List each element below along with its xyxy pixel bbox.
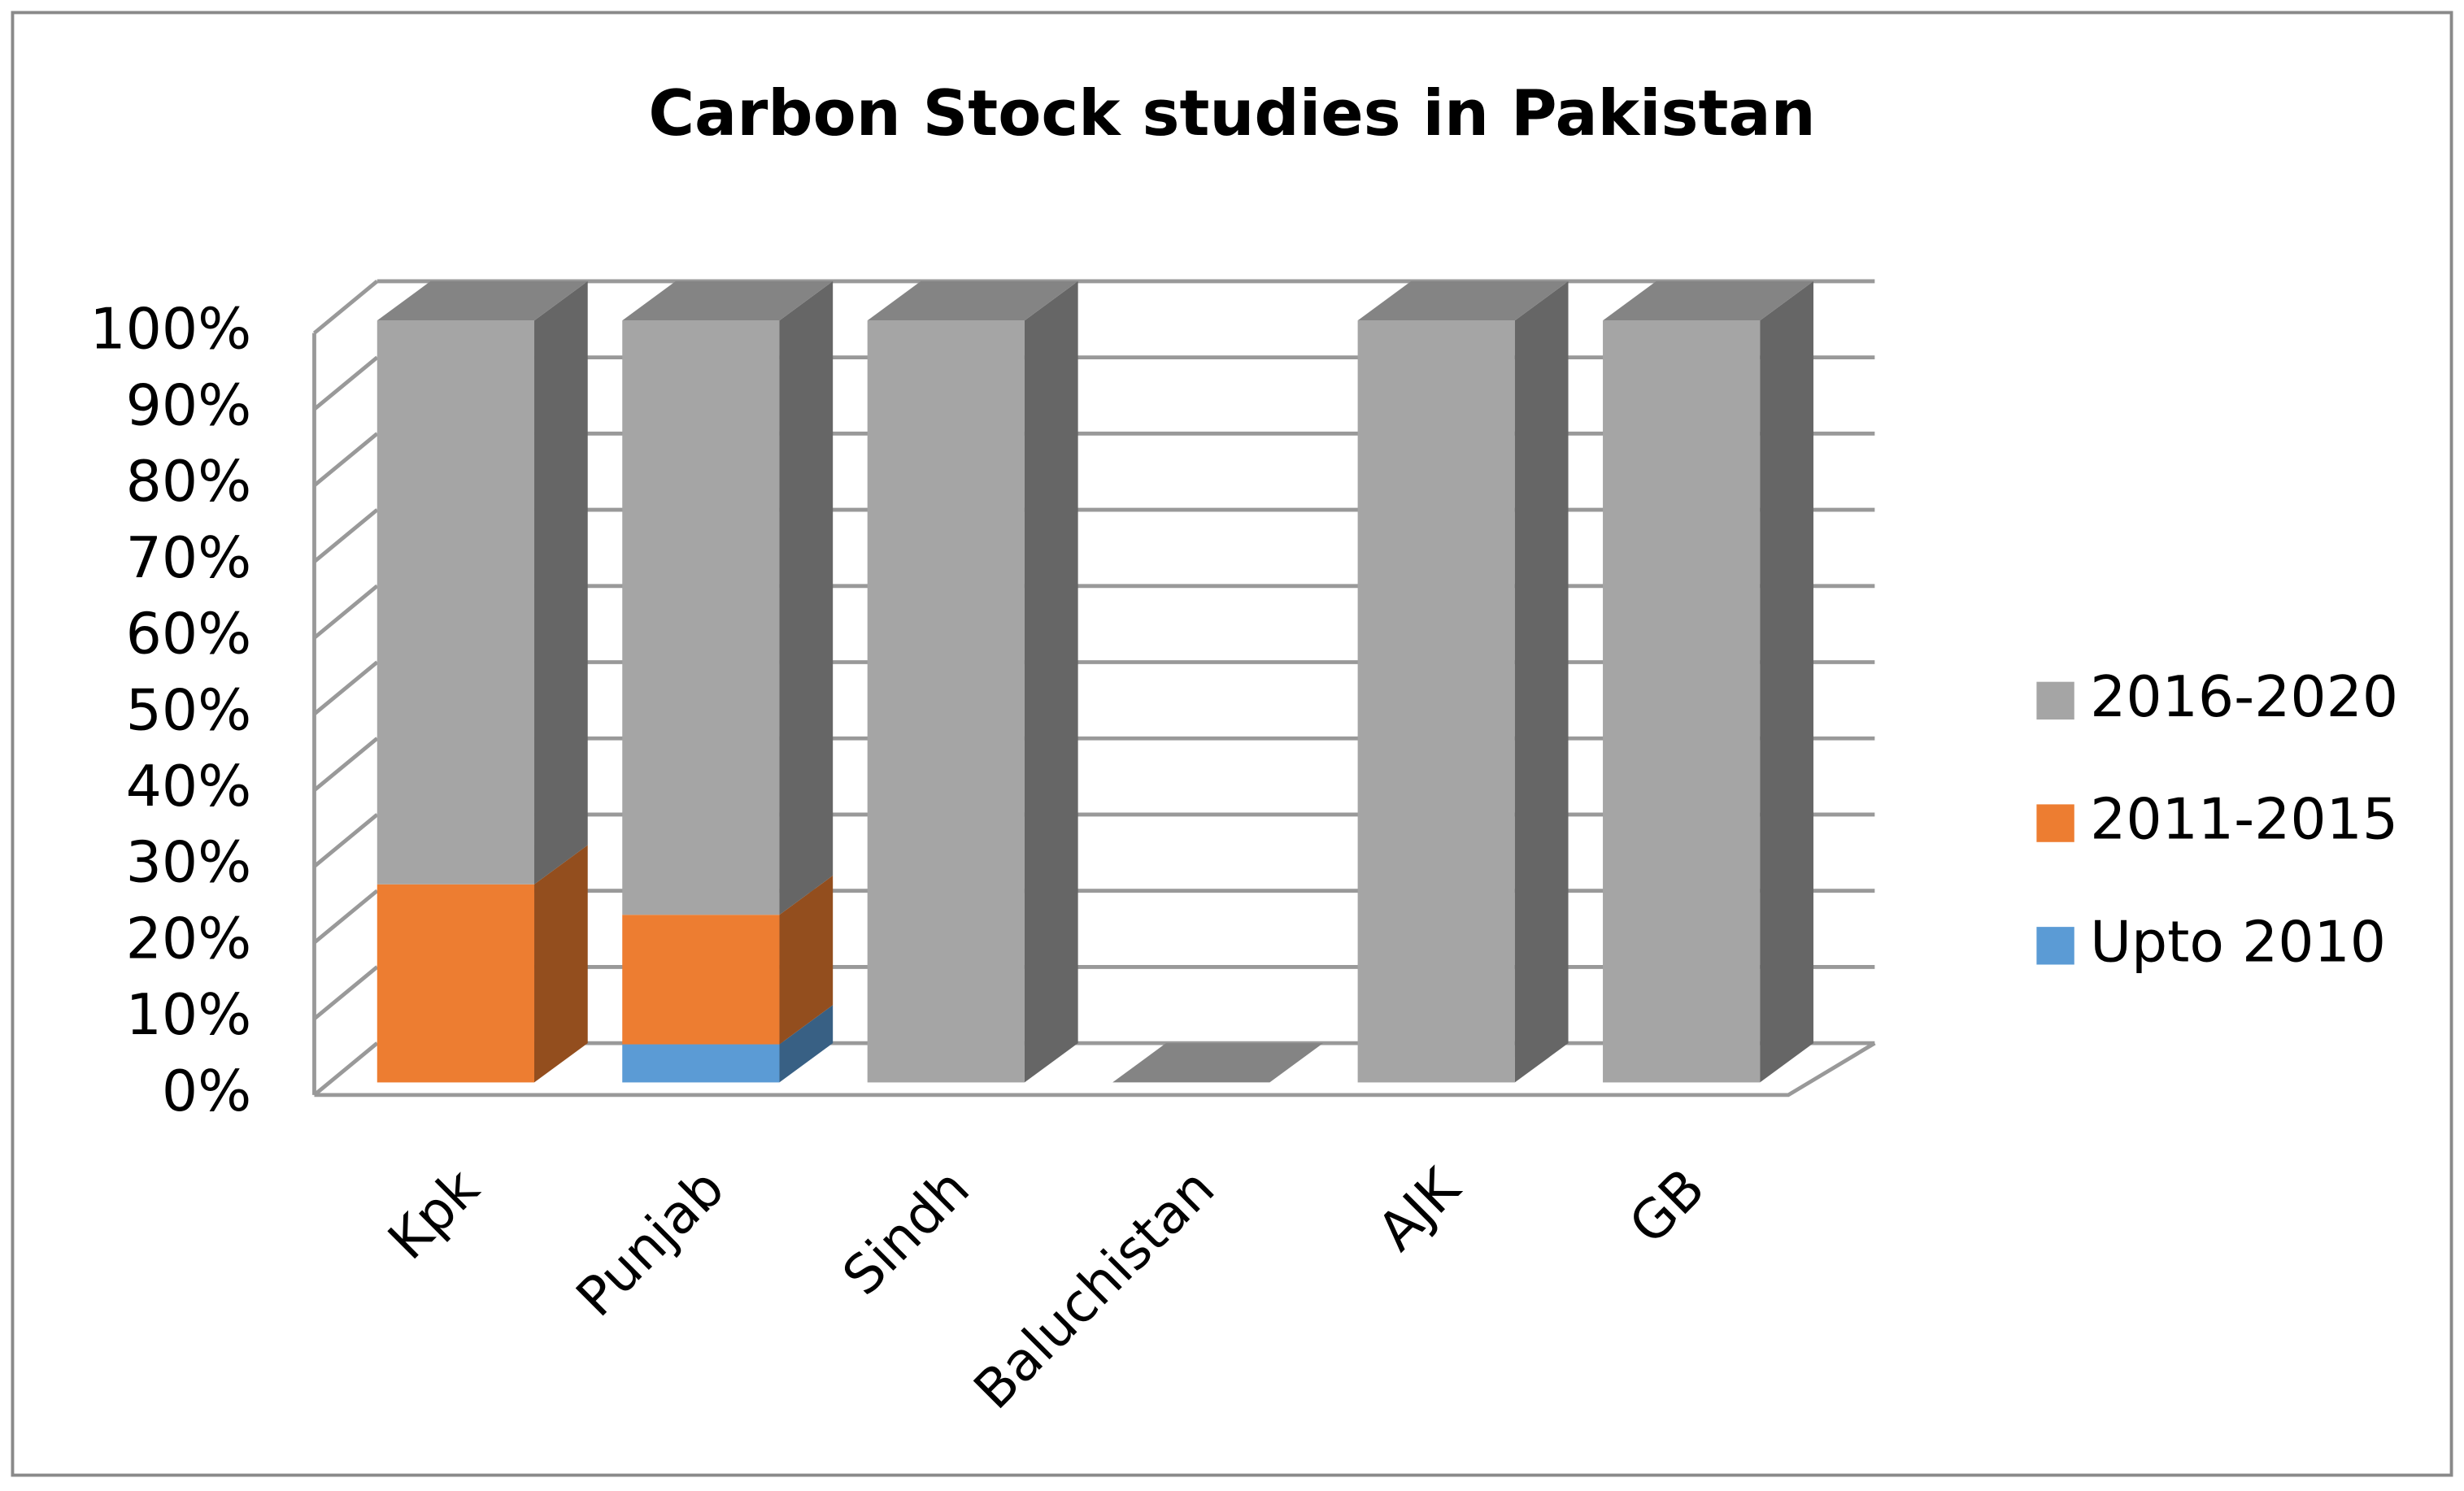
bar	[622, 320, 780, 915]
grid-line	[312, 355, 379, 411]
bar-side	[779, 875, 834, 1045]
bar-top	[377, 280, 588, 321]
y-tick-label: 40%	[126, 754, 252, 819]
legend-swatch	[2036, 804, 2074, 842]
bar-side	[534, 845, 588, 1083]
legend-label: Upto 2010	[2090, 909, 2386, 975]
bar-top	[1603, 280, 1813, 321]
y-tick-label: 80%	[126, 449, 252, 515]
bar-side	[779, 1005, 834, 1083]
y-tick-label: 0%	[162, 1058, 251, 1124]
bar-side	[779, 280, 834, 915]
legend-label: 2016-2020	[2090, 664, 2398, 730]
y-tick-label: 70%	[126, 525, 252, 591]
grid-line	[312, 889, 379, 945]
y-tick-label: 20%	[126, 906, 252, 972]
legend-swatch	[2036, 927, 2074, 965]
legend-swatch	[2036, 681, 2074, 720]
grid-line	[312, 737, 379, 792]
legend-label: 2011-2015	[2090, 787, 2398, 853]
bar	[377, 320, 535, 885]
grid-line	[312, 813, 379, 868]
chart-title: Carbon Stock studies in Pakistan	[648, 77, 1815, 150]
bar	[622, 1044, 780, 1083]
y-tick-label: 50%	[126, 677, 252, 743]
grid-line	[312, 584, 379, 640]
grid-line	[312, 280, 379, 335]
floor-edge	[314, 1041, 1876, 1098]
y-tick-label: 60%	[126, 602, 252, 667]
bar	[1603, 320, 1761, 1083]
grid-line	[312, 965, 379, 1021]
y-tick-label: 30%	[126, 830, 252, 896]
y-tick-label: 10%	[126, 982, 252, 1048]
bar	[622, 915, 780, 1045]
bar-side	[1024, 280, 1078, 1083]
grid-line	[312, 1041, 379, 1097]
grid-line	[312, 508, 379, 563]
bar-side	[1514, 280, 1569, 1083]
bar-side	[534, 280, 588, 885]
grid-line	[312, 432, 379, 487]
bar-top	[867, 280, 1078, 321]
bar	[1357, 320, 1515, 1083]
y-tick-label: 100%	[89, 297, 251, 363]
bar	[867, 320, 1025, 1083]
bar	[377, 884, 535, 1083]
y-tick-label: 90%	[126, 372, 252, 438]
bar-side	[1760, 280, 1813, 1083]
bar-top	[1357, 280, 1569, 321]
bar-top	[622, 280, 834, 321]
grid-line	[312, 660, 379, 716]
bar-top	[1112, 1043, 1324, 1083]
